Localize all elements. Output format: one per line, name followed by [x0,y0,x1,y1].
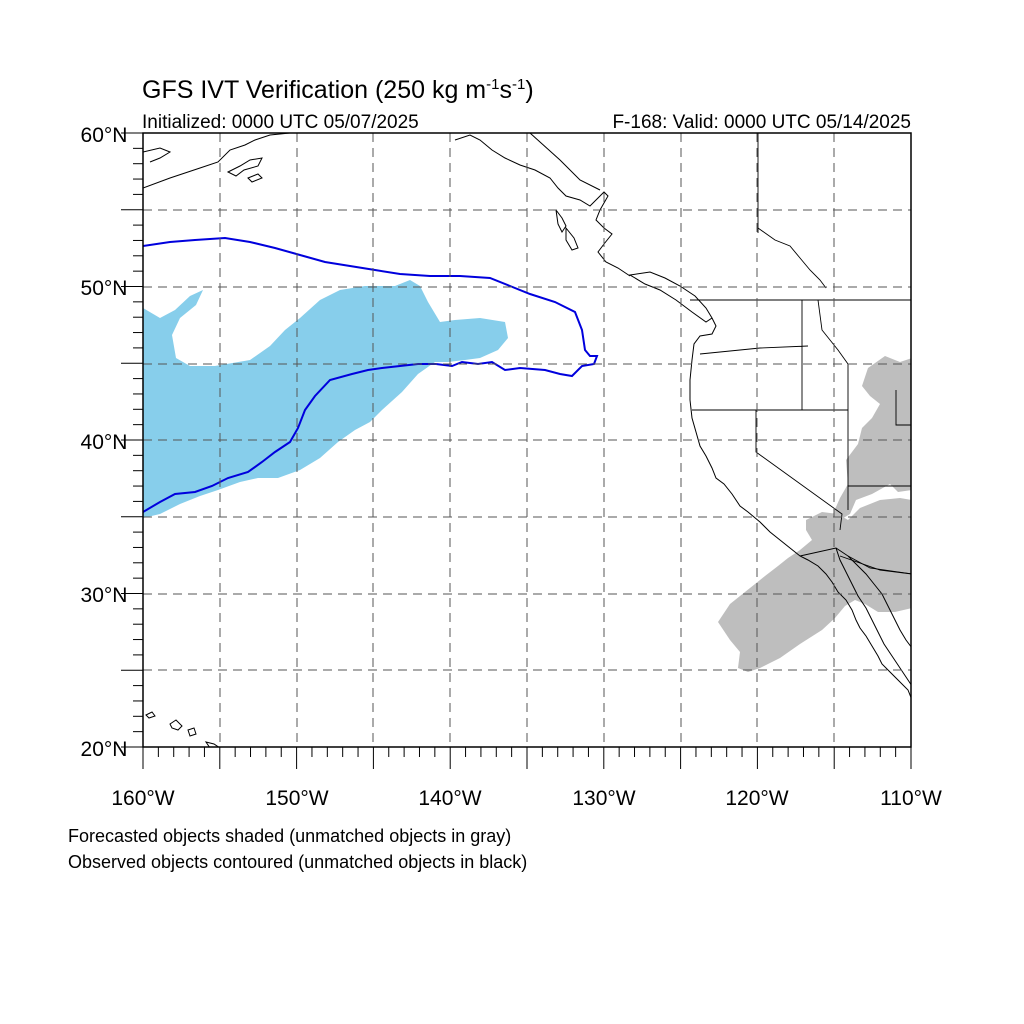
baja-california [835,547,911,686]
forecast-object-unmatched-2 [718,498,911,672]
lon-label-120w: 120°W [725,787,788,810]
lat-label-20: 20°N [81,738,128,761]
alaska-panhandle-coast [454,133,631,277]
valid-time: F-168: Valid: 0000 UTC 05/14/2025 [612,112,911,133]
state-borders [692,133,911,575]
lat-label-40: 40°N [81,431,128,454]
canadian-province-border [757,227,827,289]
haida-gwaii [555,209,579,251]
footnote-forecast: Forecasted objects shaded (unmatched obj… [68,826,511,846]
alaska-coastline [143,133,291,189]
lon-label-140w: 140°W [418,787,481,810]
hawaii-islands [145,711,220,747]
vancouver-island [628,271,713,323]
map-panel [143,133,911,747]
alaska-islands [226,157,263,183]
lon-label-160w: 160°W [111,787,174,810]
forecast-object-unmatched-1 [832,356,911,520]
map-gridlines [143,133,911,747]
observed-object-contour [143,236,599,513]
mexico-border [799,547,911,575]
lon-label-110w: 110°W [880,787,942,810]
axis-ticks [121,132,912,769]
us-west-coastline [689,317,911,699]
lon-label-150w: 150°W [265,787,328,810]
initialized-time: Initialized: 0000 UTC 05/07/2025 [142,112,419,133]
lat-label-30: 30°N [81,584,128,607]
footnote-observed: Observed objects contoured (unmatched ob… [68,852,527,872]
map-title: GFS IVT Verification (250 kg m-1s-1) [142,76,534,104]
forecast-object-matched [143,280,508,518]
lon-label-130w: 130°W [572,787,635,810]
lat-label-60: 60°N [81,124,128,147]
lat-label-50: 50°N [81,277,128,300]
